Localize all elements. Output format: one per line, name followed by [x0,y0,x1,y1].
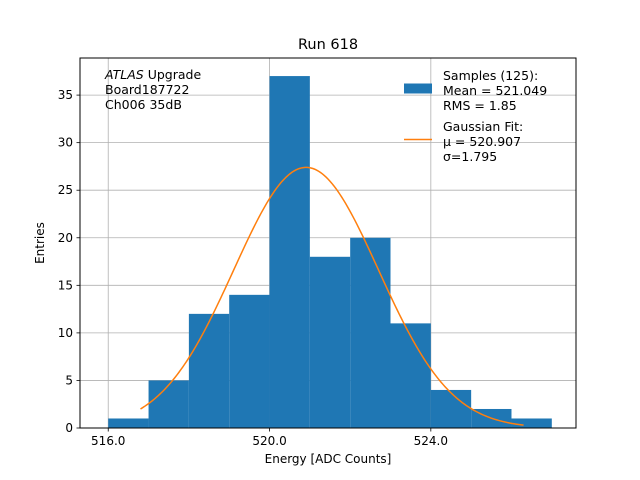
chart-title: Run 618 [298,37,358,53]
histogram-bar [229,294,270,428]
legend-entry-text: σ=1.795 [443,149,497,164]
legend-entry-text: μ = 520.907 [443,134,521,149]
x-tick-label: 516.0 [91,434,125,448]
histogram-bar [430,389,472,428]
annotation-line: Ch006 35dB [105,97,182,112]
histogram-bar [148,380,189,428]
plot-area-frame [79,57,577,429]
y-tick-label: 30 [58,136,73,150]
histogram-bar [390,323,431,428]
histogram-bars [108,76,552,429]
legend-patch-samples [404,83,432,94]
legend: Samples (125): Mean = 521.049 RMS = 1.85… [404,68,547,164]
y-tick-label: 0 [65,421,73,435]
legend-entry-text: Gaussian Fit: [443,119,523,134]
annotation-line: Board187722 [105,82,189,97]
y-axis-ticks: 0 5 10 15 20 25 30 35 [58,88,80,435]
legend-entry-text: Mean = 521.049 [443,83,547,98]
histogram-bar [108,418,149,428]
x-axis-label: Energy [ADC Counts] [265,452,392,466]
y-tick-label: 15 [58,278,73,292]
annotation-text: Board187722 [105,82,189,97]
gaussian-fit-line [140,166,524,426]
annotation-text: Ch006 35dB [105,97,182,112]
histogram-bar [188,313,230,428]
histogram-bar [511,418,552,428]
legend-entry-text: RMS = 1.85 [443,98,517,113]
x-tick-label: 520.0 [252,434,286,448]
x-tick-label: 524.0 [414,434,448,448]
histogram-bar [269,76,310,429]
histogram-bar [309,256,351,428]
annotation-italic: ATLAS [104,67,144,82]
x-axis-ticks: 516.0 520.0 524.0 [91,428,448,448]
y-tick-label: 10 [58,326,73,340]
y-tick-label: 20 [58,231,73,245]
y-axis-label: Entries [33,222,47,264]
annotation-text: Upgrade [144,67,202,82]
y-tick-label: 5 [65,373,73,387]
histogram-bar [350,237,391,428]
y-tick-label: 35 [58,88,73,102]
atlas-annotation: ATLAS Upgrade Board187722 Ch006 35dB [104,67,201,112]
annotation-line: ATLAS Upgrade [104,67,201,82]
legend-entry-text: Samples (125): [443,68,538,83]
fit-curve-layer [140,166,524,426]
y-tick-label: 25 [58,183,73,197]
